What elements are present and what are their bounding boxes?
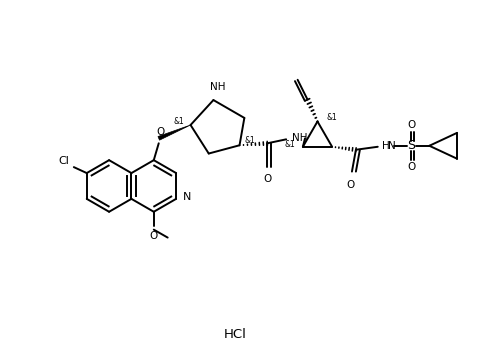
Text: NH: NH [210,82,225,92]
Text: N: N [183,192,192,202]
Text: O: O [347,179,355,190]
Text: &1: &1 [284,140,295,149]
Text: Cl: Cl [58,156,69,166]
Text: S: S [408,139,416,152]
Text: O: O [408,120,416,130]
Polygon shape [158,125,190,140]
Text: O: O [156,127,165,137]
Text: H: H [382,141,390,151]
Text: O: O [263,174,272,184]
Text: &1: &1 [244,136,255,145]
Text: O: O [150,231,158,241]
Text: O: O [408,162,416,171]
Text: NH: NH [292,133,308,143]
Text: N: N [388,141,396,151]
Text: &1: &1 [326,113,337,122]
Text: HCl: HCl [224,328,246,341]
Text: &1: &1 [174,116,184,126]
